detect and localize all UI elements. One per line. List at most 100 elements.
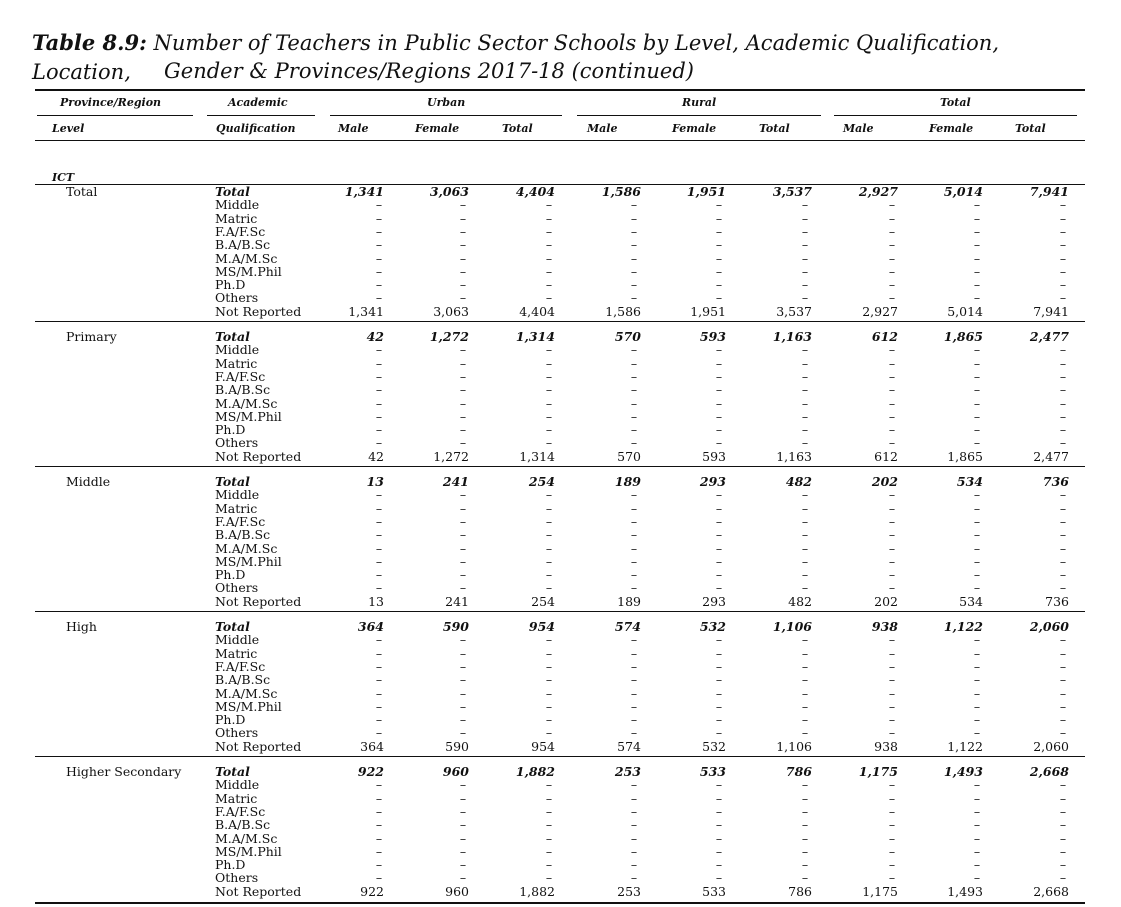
empty-value-cell: – bbox=[1059, 540, 1067, 556]
qualification-label: B.A/B.Sc bbox=[215, 237, 271, 253]
total-value-cell: 1,314 bbox=[515, 329, 555, 344]
empty-value-cell: – bbox=[801, 197, 809, 213]
total-value-cell: 482 bbox=[785, 474, 812, 489]
empty-value-cell: – bbox=[888, 712, 896, 728]
empty-value-cell: – bbox=[801, 830, 809, 846]
value-cell: 1,493 bbox=[947, 883, 983, 899]
total-value-cell: 1,106 bbox=[772, 619, 812, 634]
empty-value-cell: – bbox=[545, 685, 553, 701]
header-province-region: Province/Region bbox=[60, 96, 162, 109]
empty-value-cell: – bbox=[801, 382, 809, 398]
empty-value-cell: – bbox=[630, 725, 638, 741]
empty-value-cell: – bbox=[630, 830, 638, 846]
empty-value-cell: – bbox=[973, 355, 981, 371]
empty-value-cell: – bbox=[459, 632, 467, 648]
empty-value-cell: – bbox=[715, 725, 723, 741]
empty-value-cell: – bbox=[459, 672, 467, 688]
empty-value-cell: – bbox=[1059, 567, 1067, 583]
value-cell: 922 bbox=[360, 883, 384, 899]
empty-value-cell: – bbox=[630, 237, 638, 253]
total-value-cell: 1,272 bbox=[429, 329, 469, 344]
empty-value-cell: – bbox=[888, 672, 896, 688]
empty-value-cell: – bbox=[715, 277, 723, 293]
empty-value-cell: – bbox=[715, 857, 723, 873]
empty-value-cell: – bbox=[459, 408, 467, 424]
empty-value-cell: – bbox=[888, 698, 896, 714]
empty-value-cell: – bbox=[973, 250, 981, 266]
empty-value-cell: – bbox=[459, 237, 467, 253]
empty-value-cell: – bbox=[715, 830, 723, 846]
empty-value-cell: – bbox=[1059, 355, 1067, 371]
empty-value-cell: – bbox=[888, 790, 896, 806]
total-value-cell: 202 bbox=[871, 474, 898, 489]
empty-value-cell: – bbox=[375, 658, 383, 674]
empty-value-cell: – bbox=[801, 843, 809, 859]
empty-value-cell: – bbox=[375, 567, 383, 583]
empty-value-cell: – bbox=[459, 223, 467, 239]
value-cell: 570 bbox=[617, 448, 641, 464]
empty-value-cell: – bbox=[1059, 290, 1067, 306]
empty-value-cell: – bbox=[801, 803, 809, 819]
empty-value-cell: – bbox=[630, 342, 638, 358]
qualification-label: Others bbox=[215, 290, 259, 306]
empty-value-cell: – bbox=[888, 408, 896, 424]
total-value-cell: 1,122 bbox=[943, 619, 983, 634]
empty-value-cell: – bbox=[459, 368, 467, 384]
empty-value-cell: – bbox=[630, 843, 638, 859]
empty-value-cell: – bbox=[545, 355, 553, 371]
empty-value-cell: – bbox=[715, 223, 723, 239]
empty-value-cell: – bbox=[715, 580, 723, 596]
total-value-cell: 3,537 bbox=[772, 184, 812, 199]
empty-value-cell: – bbox=[888, 843, 896, 859]
teachers-table: Province/Region Level Academic Qualifica… bbox=[35, 0, 1085, 907]
empty-value-cell: – bbox=[973, 408, 981, 424]
empty-value-cell: – bbox=[630, 382, 638, 398]
value-cell: 532 bbox=[702, 738, 726, 754]
empty-value-cell: – bbox=[459, 777, 467, 793]
empty-value-cell: – bbox=[545, 223, 553, 239]
empty-value-cell: – bbox=[888, 777, 896, 793]
empty-value-cell: – bbox=[1059, 210, 1067, 226]
value-cell: 590 bbox=[445, 738, 469, 754]
empty-value-cell: – bbox=[545, 290, 553, 306]
empty-value-cell: – bbox=[801, 567, 809, 583]
empty-value-cell: – bbox=[375, 527, 383, 543]
empty-value-cell: – bbox=[630, 435, 638, 451]
empty-value-cell: – bbox=[888, 382, 896, 398]
qualification-label: Matric bbox=[215, 790, 258, 806]
empty-value-cell: – bbox=[888, 210, 896, 226]
empty-value-cell: – bbox=[715, 843, 723, 859]
empty-value-cell: – bbox=[459, 395, 467, 411]
empty-value-cell: – bbox=[715, 712, 723, 728]
empty-value-cell: – bbox=[973, 790, 981, 806]
total-value-cell: 3,063 bbox=[429, 184, 469, 199]
empty-value-cell: – bbox=[888, 487, 896, 503]
empty-value-cell: – bbox=[630, 408, 638, 424]
section-rule bbox=[35, 756, 1085, 757]
empty-value-cell: – bbox=[545, 395, 553, 411]
empty-value-cell: – bbox=[973, 290, 981, 306]
total-value-cell: 2,060 bbox=[1029, 619, 1069, 634]
empty-value-cell: – bbox=[459, 382, 467, 398]
empty-value-cell: – bbox=[375, 843, 383, 859]
empty-value-cell: – bbox=[715, 540, 723, 556]
qualification-label: Middle bbox=[215, 487, 260, 503]
total-value-cell: 42 bbox=[366, 329, 384, 344]
empty-value-cell: – bbox=[630, 197, 638, 213]
value-cell: 938 bbox=[874, 738, 898, 754]
qualification-label: MS/M.Phil bbox=[215, 408, 282, 424]
total-value-cell: 189 bbox=[614, 474, 641, 489]
empty-value-cell: – bbox=[545, 553, 553, 569]
empty-value-cell: – bbox=[375, 408, 383, 424]
empty-value-cell: – bbox=[630, 698, 638, 714]
total-value-cell: 2,477 bbox=[1029, 329, 1069, 344]
empty-value-cell: – bbox=[545, 513, 553, 529]
empty-value-cell: – bbox=[630, 553, 638, 569]
empty-value-cell: – bbox=[801, 645, 809, 661]
empty-value-cell: – bbox=[630, 500, 638, 516]
value-cell: 7,941 bbox=[1033, 303, 1069, 319]
total-value-cell: 574 bbox=[614, 619, 641, 634]
qualification-label: Total bbox=[215, 329, 250, 344]
empty-value-cell: – bbox=[1059, 435, 1067, 451]
region-rule bbox=[35, 184, 1085, 185]
